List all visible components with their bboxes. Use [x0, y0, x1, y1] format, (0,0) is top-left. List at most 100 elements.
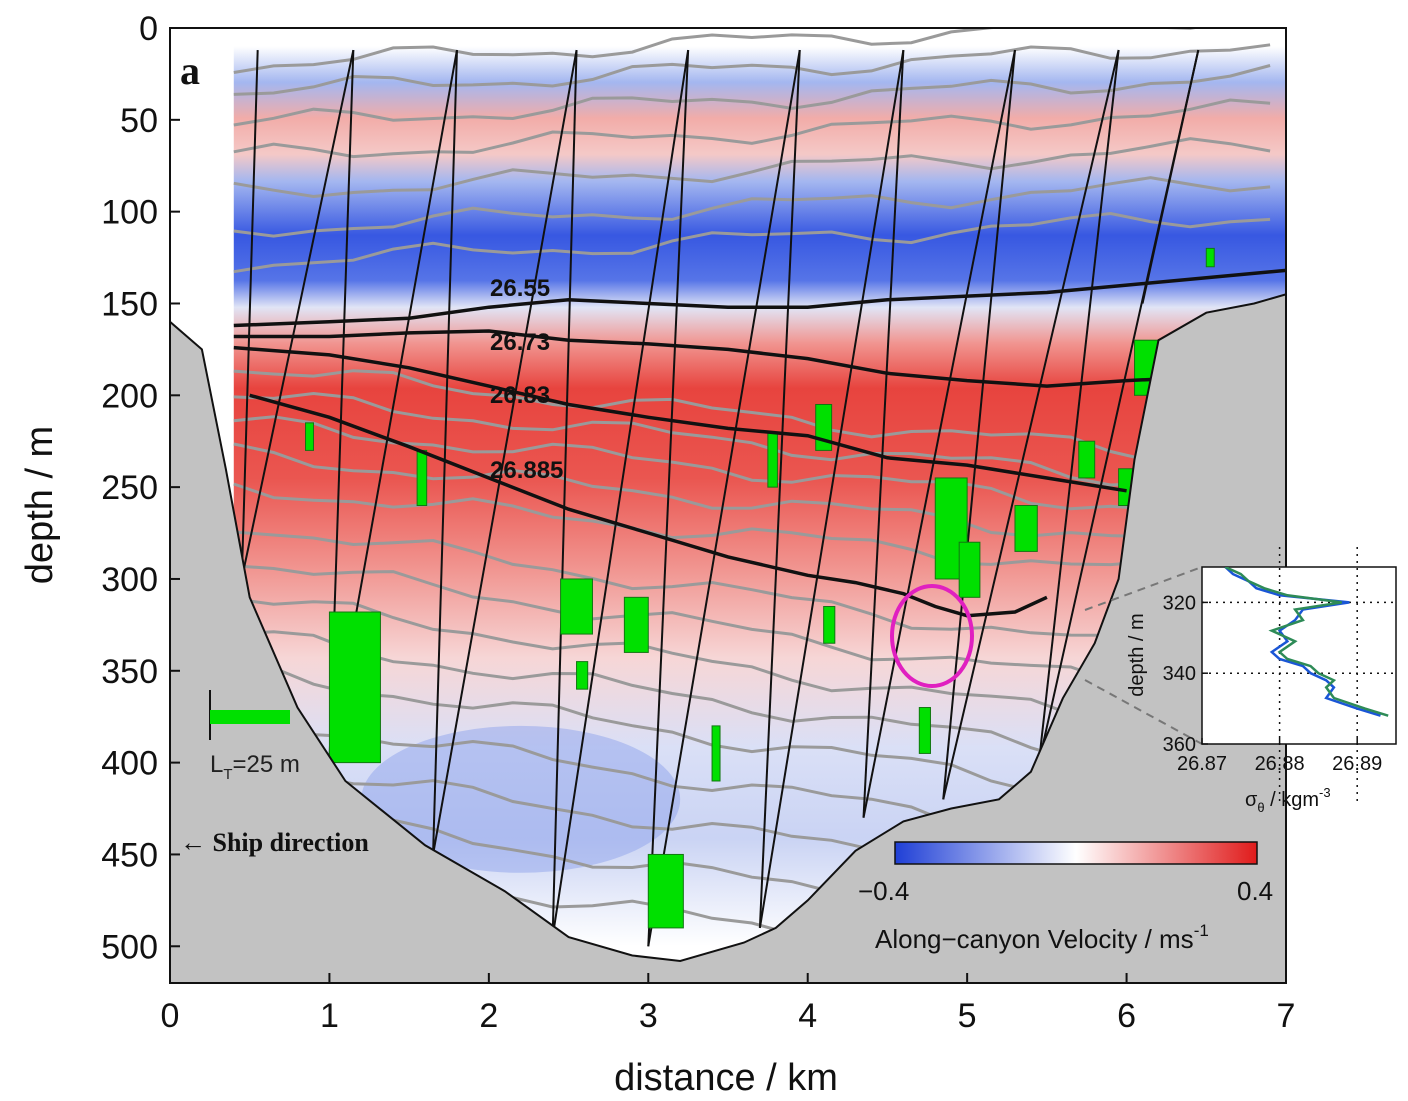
- isopycnal-label-26.83: 26.83: [490, 382, 550, 409]
- colorbar-max-label: 0.4: [1237, 876, 1273, 906]
- x-axis-label: distance / km: [614, 1057, 838, 1099]
- overturn-bar: [305, 422, 314, 451]
- inset-x-label: σθ / kgm-3: [1245, 785, 1331, 815]
- cast-down-line: [1037, 49, 1120, 763]
- overturn-bar: [767, 431, 778, 488]
- cast-up-line: [942, 49, 1120, 800]
- x-tick-label: 1: [320, 997, 339, 1035]
- inset-y-tick-label: 340: [1163, 663, 1196, 685]
- isopycnal-line: [233, 268, 1286, 328]
- colorbar-title: Along−canyon Velocity / ms-1: [875, 921, 1209, 954]
- cast-up-line: [862, 49, 1016, 818]
- y-tick-label: 50: [120, 102, 158, 140]
- gray-isopycnal-line: [233, 176, 1271, 238]
- overturn-bar: [416, 449, 428, 506]
- overturn-bar: [1205, 247, 1215, 268]
- cast-down-line: [758, 49, 801, 928]
- x-tick-label: 0: [161, 997, 180, 1035]
- lt-scale: LT=25 m: [209, 690, 300, 783]
- x-tick-label: 6: [1117, 997, 1136, 1035]
- lt-scale-label: LT=25 m: [210, 751, 300, 783]
- cast-down-line: [240, 50, 259, 579]
- gray-isopycnal-line: [233, 369, 1271, 468]
- gray-isopycnal-line: [233, 98, 1271, 159]
- isopycnal-line: [233, 345, 1127, 493]
- overturn-bar: [823, 606, 836, 644]
- gray-isopycnal-line: [233, 482, 1271, 590]
- overturn-bar: [328, 611, 381, 764]
- cast-down-line: [1141, 49, 1200, 304]
- y-tick-label: 350: [101, 653, 158, 691]
- cast-up-line: [647, 49, 801, 947]
- overturn-bar: [958, 541, 981, 598]
- gray-isopycnal-line: [233, 415, 1271, 513]
- cast-down-line: [432, 50, 458, 855]
- gray-isopycnal-line: [233, 391, 1271, 490]
- gray-isopycnal-line: [233, 43, 1271, 96]
- cast-down-line: [862, 49, 905, 818]
- inset-frame: [1201, 566, 1397, 745]
- x-tick-label: 2: [479, 997, 498, 1035]
- x-tick-label: 4: [798, 997, 817, 1035]
- isopycnal-line: [249, 393, 1048, 618]
- overturn-bar: [918, 707, 931, 754]
- gray-isopycnal-line: [233, 64, 1271, 127]
- y-tick-label: 150: [101, 285, 158, 323]
- x-axis-ticks: 0 1 2 3 4 5 6 7: [161, 973, 1296, 1035]
- overturn-bar: [1078, 440, 1096, 479]
- y-tick-label: 400: [101, 745, 158, 783]
- isopycnal-label-26.885: 26.885: [490, 457, 563, 484]
- y-tick-label: 100: [101, 194, 158, 232]
- inset-y-tick-label: 320: [1163, 592, 1196, 614]
- gray-isopycnal-line: [233, 137, 1271, 199]
- gray-isopycnals: [233, 28, 1271, 983]
- cast-up-line: [240, 49, 355, 580]
- inset-y-label: depth / m: [1126, 613, 1148, 696]
- inset-y-tick-label: 360: [1163, 734, 1196, 756]
- cast-up-line: [758, 49, 905, 929]
- y-axis-ticks: 0 50 100 150 200 250 300 350 400 450 500: [101, 10, 180, 966]
- overturn-bar: [1014, 505, 1038, 552]
- cast-up-line: [551, 49, 690, 938]
- y-tick-label: 250: [101, 469, 158, 507]
- axes-frame: [169, 27, 1287, 984]
- inset-series-line: [1224, 567, 1389, 717]
- overturn-bar: [647, 853, 684, 929]
- gray-isopycnal-line: [233, 211, 1271, 274]
- overturn-bar: [623, 596, 649, 653]
- cast-down-line: [551, 50, 578, 938]
- cast-tracks: [240, 49, 1200, 947]
- colorbar-bar: [894, 841, 1258, 865]
- ship-direction-label: ← Ship direction: [180, 828, 369, 857]
- inset-x-tick-label: 26.87: [1177, 753, 1227, 775]
- bathymetry: [170, 293, 1286, 983]
- colorbar-min-label: −0.4: [858, 876, 909, 906]
- inset-connector-top: [1084, 566, 1203, 611]
- isopycnal-label-26.73: 26.73: [490, 329, 550, 356]
- panel-label: a: [180, 48, 200, 93]
- y-axis-label: depth / m: [19, 426, 61, 584]
- overturn-bar: [560, 578, 593, 635]
- overturn-bar: [711, 725, 721, 782]
- cast-down-line: [647, 49, 690, 947]
- isopycnal-label-26.55: 26.55: [490, 275, 550, 302]
- overturn-bar: [815, 403, 833, 451]
- overturn-bar: [576, 661, 589, 690]
- isopycnal-line: [233, 329, 1286, 388]
- x-tick-label: 7: [1277, 997, 1296, 1035]
- y-tick-label: 0: [139, 10, 158, 48]
- inset-lines: [1224, 567, 1389, 717]
- y-tick-label: 300: [101, 561, 158, 599]
- y-tick-label: 200: [101, 377, 158, 415]
- colorbar: −0.4 0.4 Along−canyon Velocity / ms-1: [858, 841, 1273, 954]
- gray-isopycnal-line: [233, 442, 1271, 555]
- blue-patch: [361, 725, 681, 873]
- labeled-isopycnals: [233, 268, 1286, 618]
- cast-up-line: [432, 49, 578, 855]
- x-tick-label: 3: [639, 997, 658, 1035]
- y-tick-label: 500: [101, 928, 158, 966]
- lt-scale-bar: [210, 710, 290, 724]
